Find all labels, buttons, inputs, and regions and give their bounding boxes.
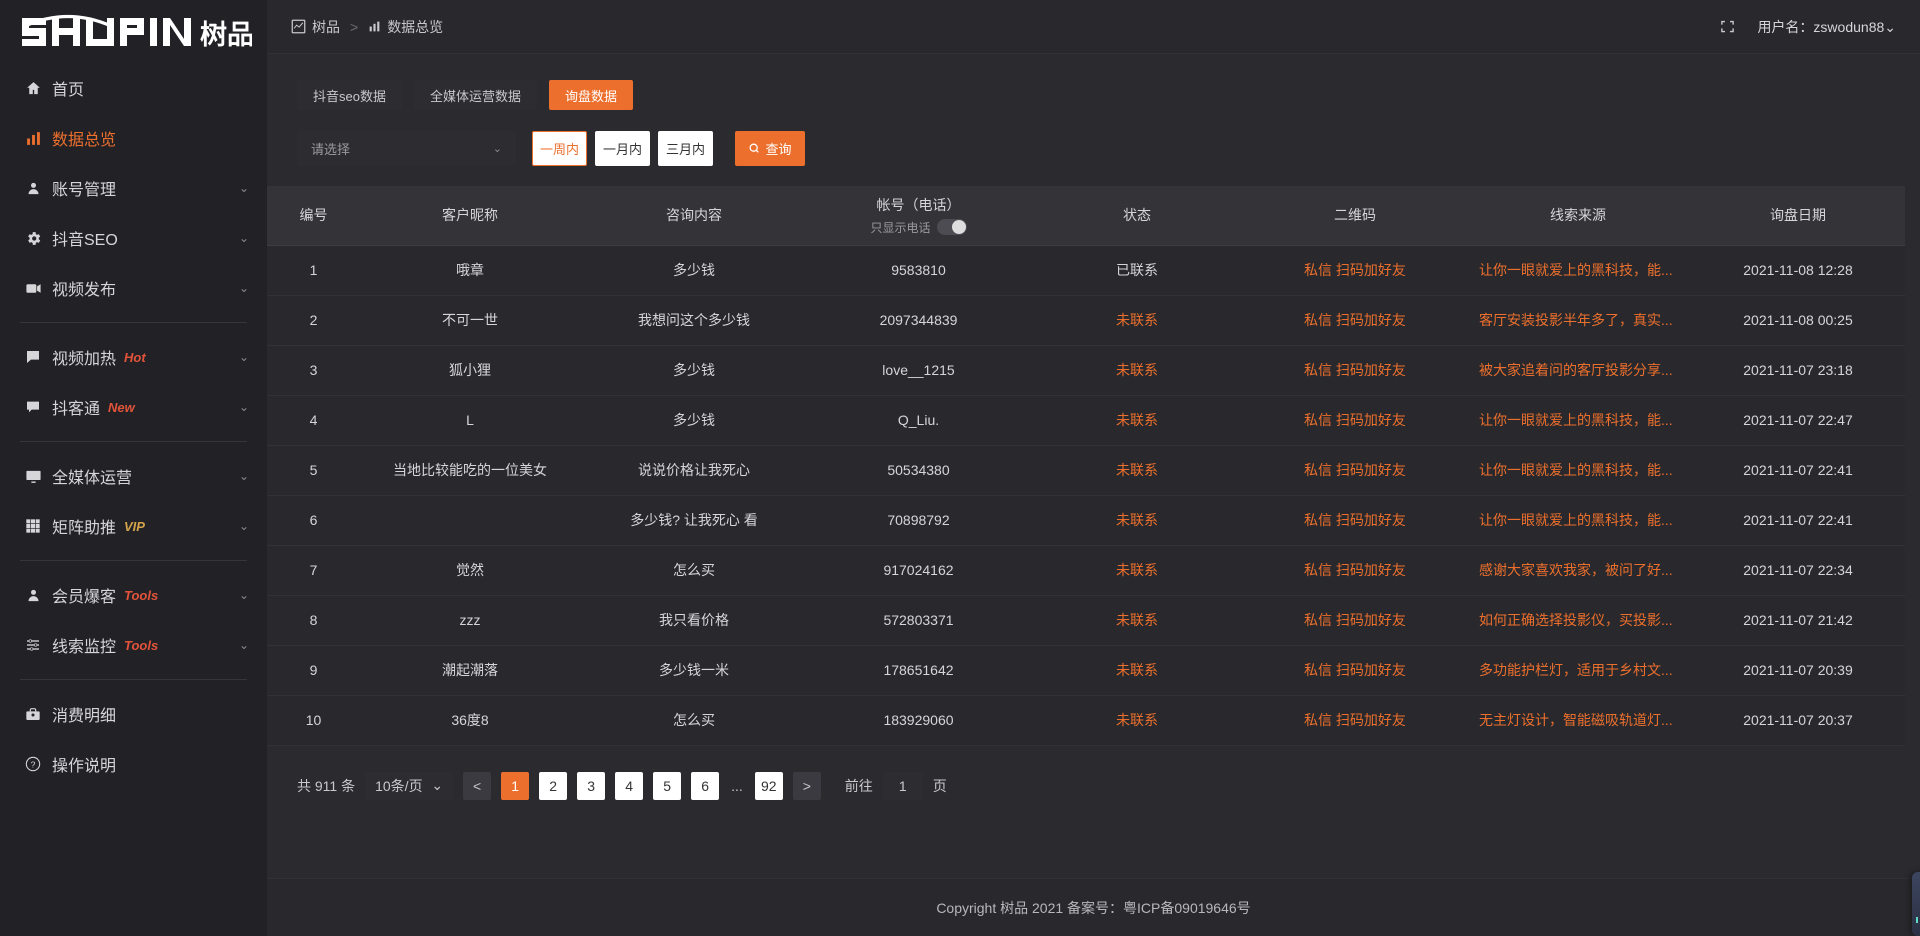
svg-text:树品: 树品 (200, 20, 252, 50)
svg-text:?: ? (31, 759, 36, 769)
